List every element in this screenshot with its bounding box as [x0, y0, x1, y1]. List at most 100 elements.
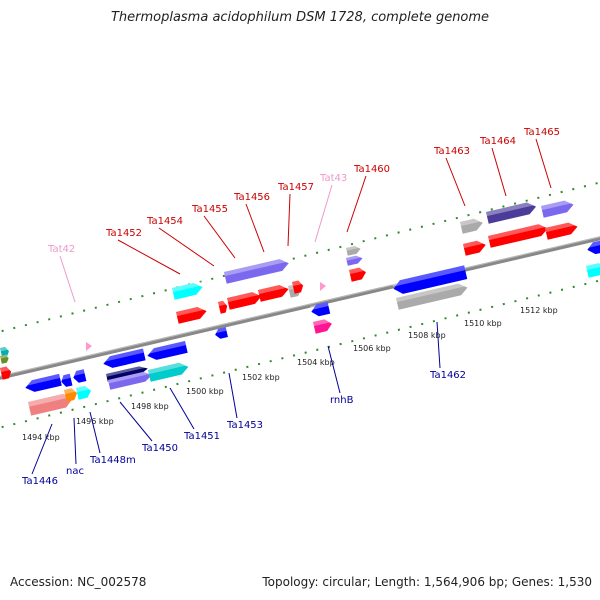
- gene-arrow-shine: [60, 373, 71, 381]
- gene-arrow: [64, 388, 78, 402]
- gene-arrow: [396, 283, 468, 310]
- top-tick-track: [0, 181, 600, 333]
- top-feature-label: Ta1463: [433, 146, 470, 157]
- gene-arrow: [28, 393, 73, 416]
- gene-feature: [0, 365, 12, 380]
- gene-feature: [346, 244, 361, 256]
- gene-feature: [28, 392, 73, 416]
- gene-arrow-shine: [313, 317, 332, 327]
- gene-feature: [541, 198, 574, 218]
- gene-arrow-shine: [224, 257, 289, 277]
- gene-arrow: [61, 373, 73, 387]
- gene-arrow-shine: [0, 354, 9, 359]
- gene-feature: [218, 300, 228, 314]
- gene-arrow-shine: [292, 279, 303, 287]
- axis-tick-label: 1510 kbp: [464, 319, 502, 328]
- gene-arrow: [486, 202, 537, 224]
- gene-arrow: [258, 285, 289, 302]
- top-feature-label: Ta1452: [105, 228, 142, 239]
- gene-feature: [108, 370, 152, 390]
- gene-feature: [460, 217, 483, 234]
- bottom-feature-label: Ta1448m: [89, 455, 136, 466]
- accession-text: Accession: NC_002578: [10, 575, 147, 589]
- gene-feature: [148, 361, 189, 382]
- label-leader-line: [119, 401, 153, 442]
- gene-arrow: [73, 369, 87, 383]
- gene-arrow: [108, 371, 152, 390]
- label-leader-line: [287, 193, 291, 247]
- gene-arrow: [76, 385, 91, 400]
- gene-feature: [72, 369, 87, 383]
- gene-arrow-shine: [72, 369, 85, 377]
- gene-arrow-shine: [541, 198, 574, 211]
- gene-feature: [486, 200, 537, 224]
- top-feature-label: Ta1455: [191, 204, 228, 215]
- label-leader-line: [228, 372, 238, 419]
- gene-feature: [224, 257, 289, 284]
- gene-arrow: [541, 200, 574, 218]
- top-feature-label: Tat43: [319, 173, 347, 184]
- label-leader-line: [59, 255, 76, 303]
- gene-arrow-shine: [227, 290, 262, 303]
- gene-arrow-shine: [24, 373, 61, 387]
- axis-tick-label: 1502 kbp: [242, 373, 280, 382]
- gene-arrow: [0, 354, 9, 364]
- gene-feature: [313, 317, 332, 334]
- bottom-feature-label: Ta1451: [183, 431, 220, 442]
- label-leader-line: [203, 215, 236, 259]
- gene-feature: [172, 281, 203, 300]
- gene-arrow-shine: [460, 217, 483, 227]
- gene-feature: [586, 261, 600, 278]
- gene-feature: [176, 305, 207, 324]
- label-leader-line: [436, 321, 441, 369]
- gene-arrow: [393, 265, 468, 294]
- genome-backbone-highlight: [0, 236, 600, 377]
- label-leader-line: [89, 411, 101, 454]
- gene-features: [0, 198, 600, 416]
- gene-feature: [0, 346, 9, 358]
- bottom-feature-label: rnhB: [330, 395, 354, 406]
- gene-arrow: [545, 222, 578, 240]
- label-leader-line: [491, 147, 507, 197]
- gene-arrow-shine: [102, 348, 144, 363]
- gene-feature: [346, 254, 363, 266]
- gene-arrow: [460, 218, 483, 234]
- gene-feature: [24, 373, 62, 392]
- gene-arrow-shine: [486, 200, 536, 217]
- gene-feature: [586, 239, 600, 255]
- genome-summary-text: Topology: circular; Length: 1,564,906 bp…: [262, 575, 592, 589]
- gene-feature: [76, 384, 91, 400]
- gene-feature: [292, 279, 304, 294]
- gene-arrow-shine: [392, 265, 466, 287]
- gene-feature: [214, 327, 228, 339]
- gene-feature: [310, 301, 331, 317]
- gene-arrow-shine: [28, 392, 72, 407]
- label-leader-line: [535, 138, 552, 189]
- gene-arrow: [463, 240, 486, 256]
- gene-arrow: [227, 292, 262, 310]
- gene-feature: [0, 354, 9, 364]
- gene-arrow-shine: [463, 239, 486, 249]
- gene-arrow: [0, 366, 12, 380]
- gene-arrow-shine: [545, 220, 578, 233]
- gene-arrow-shine: [218, 300, 227, 307]
- axis-tick-label: 1494 kbp: [22, 433, 60, 442]
- gene-arrow: [106, 366, 148, 382]
- gene-arrow-shine: [310, 301, 329, 311]
- axis-ticks: 1494 kbp 1496 kbp 1498 kbp 1500 kbp 1502 kbp…: [22, 306, 558, 442]
- gene-feature: [102, 348, 146, 368]
- gene-arrow-shine: [108, 370, 152, 384]
- bottom-feature-label: Ta1453: [226, 420, 263, 431]
- gene-feature: [60, 373, 73, 387]
- bottom-feature-label: Ta1450: [141, 443, 178, 454]
- gene-arrow-shine: [0, 365, 11, 373]
- axis-tick-label: 1498 kbp: [131, 402, 169, 411]
- gene-arrow: [587, 239, 600, 255]
- gene-arrow: [313, 319, 332, 334]
- top-feature-label: Ta1465: [523, 127, 560, 138]
- top-feature-label: Ta1456: [233, 192, 270, 203]
- gene-feature: [487, 222, 548, 248]
- gene-feature: [545, 220, 578, 240]
- gene-arrow: [215, 327, 228, 339]
